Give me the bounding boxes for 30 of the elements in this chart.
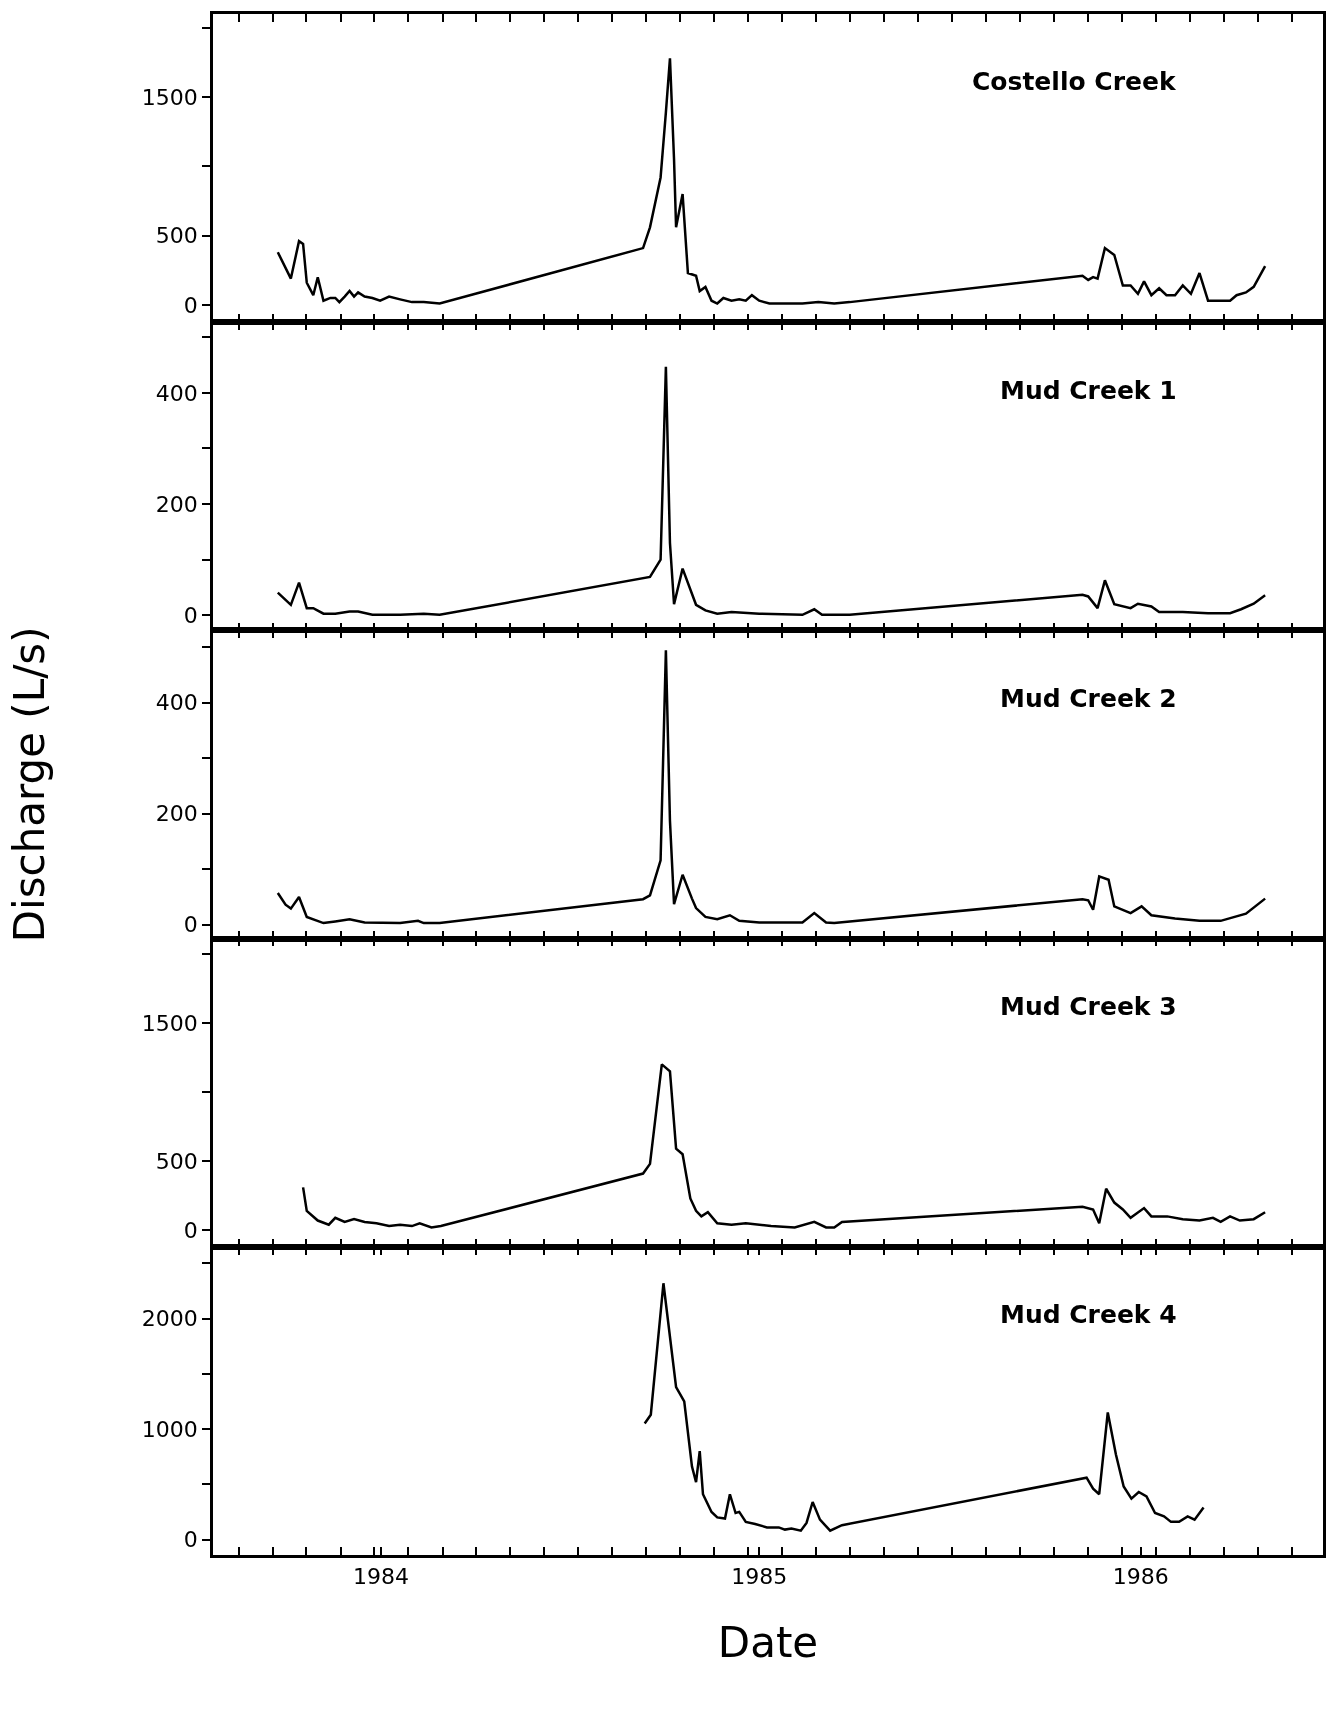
x-tick-label: 1986 bbox=[1112, 1564, 1169, 1590]
y-tick-label: 0 bbox=[183, 292, 198, 318]
x-tick-label: 1984 bbox=[352, 1564, 409, 1590]
annotation: Mud Creek 2 bbox=[1000, 684, 1177, 713]
line-series bbox=[301, 1063, 1267, 1229]
line-series bbox=[643, 1282, 1205, 1532]
y-tick-label: 0 bbox=[183, 1527, 198, 1553]
x-axis-title: Date bbox=[717, 1618, 819, 1668]
y-tick-label: 1500 bbox=[141, 1010, 198, 1036]
annotation: Mud Creek 4 bbox=[1000, 1300, 1177, 1329]
y-axis-title: Discharge (L/s) bbox=[5, 626, 55, 943]
y-tick-label: 0 bbox=[183, 912, 198, 938]
y-tick-label: 1000 bbox=[141, 1416, 198, 1442]
y-tick-label: 500 bbox=[155, 223, 198, 249]
line-series bbox=[276, 649, 1267, 925]
line-series bbox=[276, 57, 1267, 305]
y-tick-label: 200 bbox=[155, 491, 198, 517]
y-tick-label: 0 bbox=[183, 603, 198, 629]
line-series bbox=[276, 365, 1267, 617]
y-tick-label: 1500 bbox=[141, 84, 198, 110]
y-tick-label: 0 bbox=[183, 1217, 198, 1243]
annotation: Mud Creek 3 bbox=[1000, 992, 1177, 1021]
y-tick-label: 2000 bbox=[141, 1306, 198, 1332]
x-tick-label: 1985 bbox=[731, 1564, 788, 1590]
y-tick-label: 400 bbox=[155, 690, 198, 716]
y-tick-label: 400 bbox=[155, 380, 198, 406]
y-tick-label: 200 bbox=[155, 801, 198, 827]
y-tick-label: 500 bbox=[155, 1148, 198, 1174]
annotation: Mud Creek 1 bbox=[1000, 376, 1177, 405]
annotation: Costello Creek bbox=[972, 67, 1177, 96]
